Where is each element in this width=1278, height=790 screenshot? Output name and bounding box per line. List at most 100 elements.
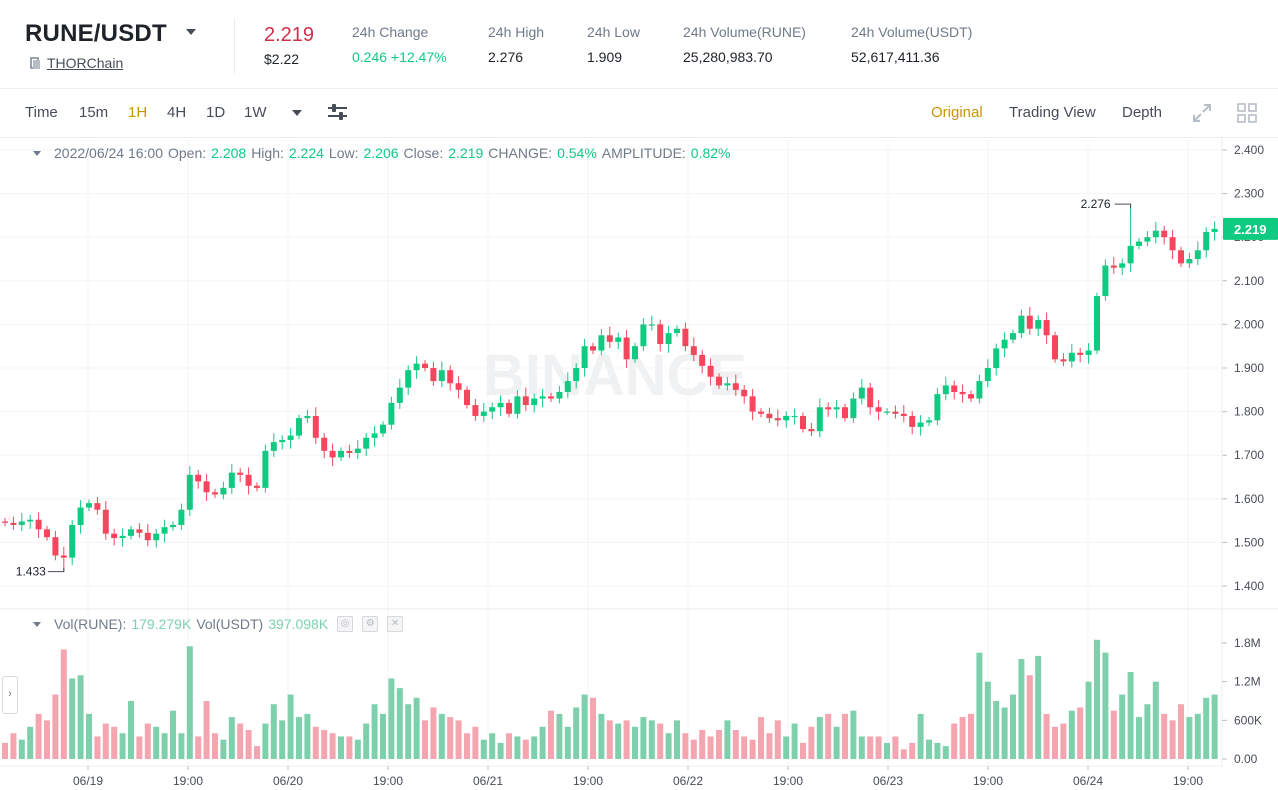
- volume-bar: [396, 688, 403, 759]
- volume-bar: [926, 739, 932, 759]
- time-tick-label: 19:00: [1173, 774, 1203, 788]
- volume-bar: [707, 736, 714, 759]
- interval-4h[interactable]: 4H: [167, 104, 187, 121]
- stat-24h-volume-rune: 24h Volume(RUNE) 25,280,983.70: [683, 24, 806, 65]
- volume-bar: [270, 704, 277, 759]
- interval-1d[interactable]: 1D: [206, 104, 226, 121]
- open-value: 2.208: [211, 145, 247, 161]
- ohlc-legend: 2022/06/24 16:00 Open: 2.208 High: 2.224…: [33, 145, 731, 161]
- view-original[interactable]: Original: [931, 104, 983, 121]
- volume-bar: [968, 713, 974, 759]
- candle-body: [153, 533, 160, 541]
- candle-body: [682, 328, 689, 347]
- volume-bar: [1127, 672, 1134, 759]
- candle-body: [388, 402, 395, 425]
- price-tick-label: 2.100: [1234, 274, 1264, 288]
- high-value: 2.224: [288, 145, 324, 161]
- volume-bar: [94, 736, 101, 759]
- volume-bar: [464, 733, 470, 759]
- close-label: Close:: [403, 145, 444, 161]
- view-trading-view[interactable]: Trading View: [1009, 104, 1096, 121]
- pair-title: RUNE/USDT: [25, 20, 167, 47]
- candle-body: [1018, 315, 1025, 334]
- view-depth[interactable]: Depth: [1122, 104, 1163, 121]
- candle-body: [1110, 265, 1117, 268]
- pair-dropdown-icon[interactable]: [186, 29, 196, 35]
- time-tick-label: 06/21: [473, 774, 503, 788]
- candle-body: [665, 333, 672, 345]
- ohlc-date: 2022/06/24 16:00: [54, 145, 163, 161]
- candle-body: [18, 521, 25, 525]
- candle-body: [674, 328, 680, 334]
- volume-bar: [766, 733, 773, 759]
- expand-panel-icon[interactable]: ›: [2, 676, 18, 714]
- candle-body: [380, 424, 386, 434]
- chain-link[interactable]: THORChain: [47, 55, 124, 71]
- chain-info: THORChain: [29, 55, 123, 71]
- candle-body: [1043, 320, 1050, 336]
- settings-sliders-icon[interactable]: [327, 103, 348, 121]
- candle-body: [262, 450, 269, 488]
- candle-body: [472, 405, 479, 416]
- volume-bar: [363, 723, 370, 759]
- volume-bar: [312, 726, 319, 759]
- candle-body: [455, 383, 462, 390]
- stat-24h-low: 24h Low 1.909: [587, 24, 640, 65]
- close-icon[interactable]: ✕: [387, 616, 404, 632]
- interval-1h[interactable]: 1H: [128, 104, 148, 121]
- eye-icon[interactable]: ◎: [337, 616, 354, 632]
- candle-body: [422, 363, 428, 368]
- volume-bar: [791, 723, 798, 759]
- candle-body: [296, 418, 302, 436]
- volume-bar: [1136, 717, 1142, 759]
- candle-body: [699, 354, 706, 366]
- fullscreen-icon[interactable]: [1192, 103, 1212, 123]
- low-marker-label: 1.433: [16, 565, 46, 579]
- layout-grid-icon[interactable]: [1237, 103, 1257, 123]
- volume-bar: [304, 713, 311, 759]
- candle-body: [648, 324, 655, 326]
- collapse-icon[interactable]: [33, 150, 41, 156]
- stat-label: 24h High: [488, 24, 545, 40]
- close-value: 2.219: [448, 145, 484, 161]
- candle-body: [489, 407, 496, 412]
- low-marker-line: [47, 567, 65, 573]
- candle-body: [405, 370, 412, 388]
- candle-body: [86, 503, 92, 508]
- time-tick-label: 19:00: [973, 774, 1003, 788]
- volume-bar: [674, 720, 680, 759]
- settings-icon[interactable]: ⚙: [362, 616, 379, 632]
- volume-bar: [405, 704, 412, 759]
- candle-body: [690, 346, 697, 355]
- candle-body: [69, 524, 76, 558]
- candle-body: [606, 335, 613, 342]
- volume-bar: [774, 720, 781, 759]
- candle-body: [44, 529, 50, 538]
- candle-body: [833, 407, 840, 410]
- volume-tick-label: 1.2M: [1234, 675, 1261, 689]
- volume-bar: [1161, 713, 1168, 759]
- collapse-icon[interactable]: [33, 621, 41, 627]
- volume-bar: [1001, 707, 1008, 759]
- volume-bar: [10, 733, 17, 759]
- candle-body: [186, 474, 193, 510]
- volume-bar: [1052, 726, 1058, 759]
- volume-bar: [665, 733, 672, 759]
- volume-bar: [2, 742, 8, 759]
- volume-bar: [1211, 694, 1218, 759]
- stat-label: 24h Volume(USDT): [851, 24, 973, 40]
- volume-bar: [623, 720, 630, 759]
- candle-body: [1094, 296, 1100, 351]
- stat-value: 25,280,983.70: [683, 49, 773, 65]
- interval-15m[interactable]: 15m: [79, 104, 109, 121]
- candle-body: [1001, 339, 1008, 349]
- volume-bar: [942, 746, 949, 759]
- more-intervals-icon[interactable]: [292, 110, 302, 116]
- volume-bar: [1010, 694, 1016, 759]
- volume-bar: [1169, 720, 1176, 759]
- candle-body: [279, 439, 286, 443]
- interval-1w[interactable]: 1W: [244, 104, 267, 121]
- time-button[interactable]: Time: [25, 104, 58, 121]
- volume-bar: [220, 739, 227, 759]
